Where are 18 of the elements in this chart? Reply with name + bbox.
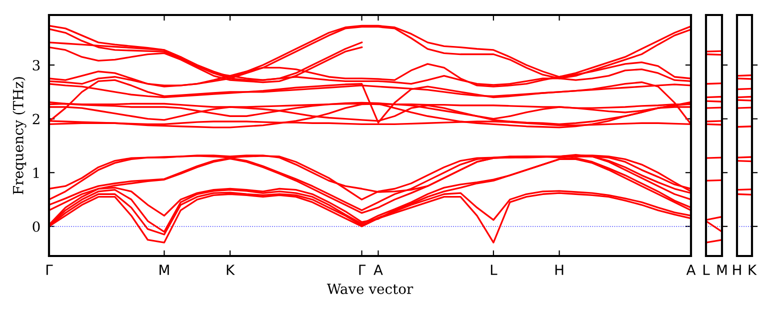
x-tick-label: L: [490, 264, 498, 275]
y-tick-label: 2: [32, 114, 40, 124]
x-tick-label: A: [374, 264, 383, 275]
x-tick-label: Γ: [359, 264, 366, 275]
x-tick-label: M: [160, 264, 169, 275]
x-tick-label: A: [686, 264, 696, 275]
x-axis-title: Wave vector: [326, 284, 414, 294]
x-tick-label: Γ: [46, 264, 53, 275]
y-tick-label: 1: [34, 168, 39, 178]
y-axis-title: Frequency (THz): [12, 77, 26, 194]
x-tick-label: H: [555, 264, 564, 275]
x-tick-label: K: [226, 264, 235, 275]
x-tick-label: L: [703, 264, 710, 275]
y-tick-label: 0: [32, 221, 40, 232]
x-tick-label: H: [733, 264, 741, 275]
y-tick-label: 3: [32, 60, 40, 71]
x-tick-label: M: [717, 264, 727, 275]
x-tick-label: K: [748, 264, 757, 275]
